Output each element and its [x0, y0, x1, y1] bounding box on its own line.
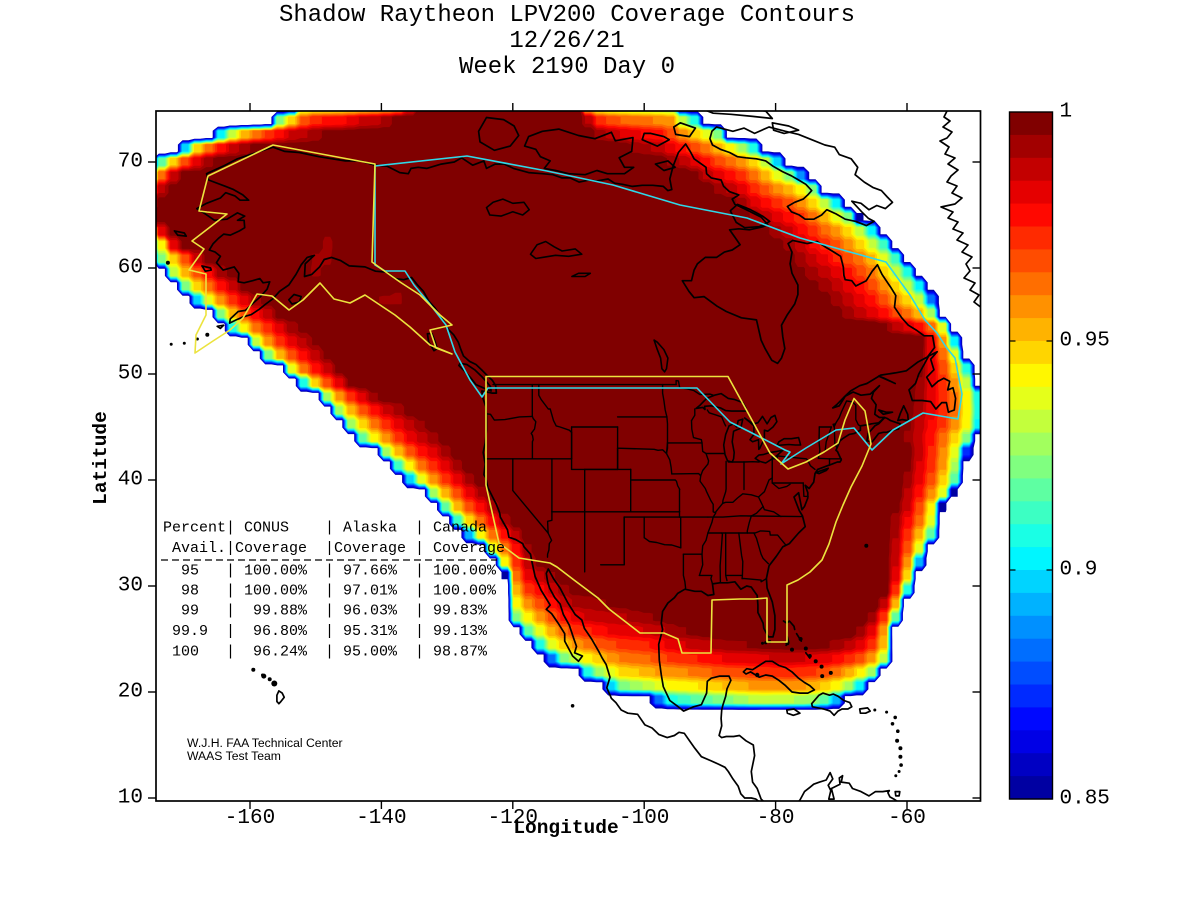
- svg-text:95 | 100.00% | 97.66% | 10: 95 | 100.00% | 97.66% | 100.00%: [163, 563, 497, 580]
- svg-text:70: 70: [118, 151, 143, 174]
- svg-text:98 | 100.00% | 97.01% | 10: 98 | 100.00% | 97.01% | 100.00%: [163, 583, 497, 600]
- svg-text:1: 1: [1060, 101, 1073, 124]
- svg-text:40: 40: [118, 469, 143, 492]
- svg-text:0.85: 0.85: [1060, 788, 1110, 811]
- svg-text:-100: -100: [619, 807, 669, 830]
- svg-text:-60: -60: [888, 807, 926, 830]
- svg-text:Avail.|Coverage |Coverage | C: Avail.|Coverage |Coverage | Coverage: [163, 540, 505, 557]
- svg-text:Percent| CONUS | Alaska |: Percent| CONUS | Alaska | Canada: [163, 520, 487, 537]
- svg-text:Latitude: Latitude: [90, 411, 112, 505]
- svg-text:99 | 99.88% | 96.03% | 99: 99 | 99.88% | 96.03% | 99.83%: [163, 603, 488, 620]
- svg-text:WAAS Test Team: WAAS Test Team: [187, 749, 281, 763]
- svg-text:-140: -140: [356, 807, 406, 830]
- svg-text:Week 2190 Day 0: Week 2190 Day 0: [459, 54, 675, 81]
- svg-text:W.J.H. FAA Technical Center: W.J.H. FAA Technical Center: [187, 736, 343, 750]
- svg-text:20: 20: [118, 681, 143, 704]
- svg-text:Shadow Raytheon LPV200 Coverag: Shadow Raytheon LPV200 Coverage Contours: [279, 2, 855, 29]
- svg-text:99.9 | 96.80% | 95.31% | 9: 99.9 | 96.80% | 95.31% | 99.13%: [163, 623, 488, 640]
- svg-text:10: 10: [118, 787, 143, 810]
- svg-text:100 | 96.24% | 95.00% | 9: 100 | 96.24% | 95.00% | 98.87%: [163, 644, 488, 661]
- svg-text:12/26/21: 12/26/21: [509, 28, 624, 55]
- svg-text:-120: -120: [488, 807, 538, 830]
- svg-text:0.9: 0.9: [1060, 559, 1098, 582]
- svg-text:-80: -80: [757, 807, 795, 830]
- svg-text:50: 50: [118, 363, 143, 386]
- svg-text:-160: -160: [225, 807, 275, 830]
- svg-text:60: 60: [118, 257, 143, 280]
- svg-text:0.95: 0.95: [1060, 330, 1110, 353]
- svg-text:30: 30: [118, 575, 143, 598]
- svg-text:Longitude: Longitude: [513, 817, 618, 839]
